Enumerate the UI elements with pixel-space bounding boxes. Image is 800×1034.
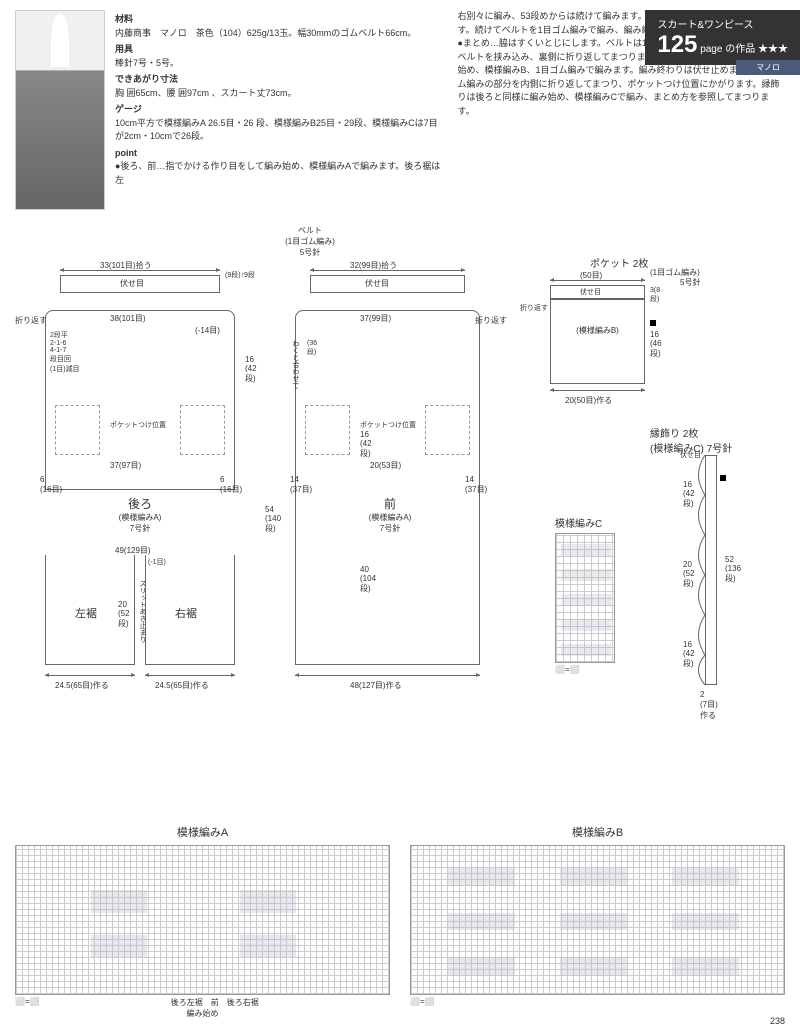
pocket-needle: 5号針	[680, 277, 700, 288]
right-hem-label: 右裾	[175, 605, 197, 621]
h52-136: 52 (136 段)	[725, 555, 741, 584]
cast-back-r	[145, 675, 235, 676]
point-body: ●後ろ、前…指でかける作り目をして編み始め、模様編みAで編みます。後ろ裾は左	[115, 160, 443, 187]
h9-label: (9段)↑9段	[225, 270, 255, 280]
shaping-1: 2段平 2-1-6 4-1-7 段目回 (1目)減目	[50, 330, 80, 374]
orikaesu-1: 折り返す	[15, 315, 47, 326]
size-heading: できあがり寸法	[115, 73, 443, 87]
h16-42-f: 16 (42 段)	[360, 430, 372, 459]
h3-8: 3(8 段)	[650, 287, 660, 304]
h20-52: 20 (52 段)	[118, 600, 130, 629]
black-sq-1	[650, 320, 656, 326]
stitch-charts: 模様編みA ⬜=⬜ 後ろ左裾 前 後ろ右裾 編み始め 模様編みB ⬜=⬜	[15, 824, 785, 1014]
pocket-pos-1	[55, 405, 100, 455]
front-body	[295, 310, 480, 665]
h54-140: 54 (140 段)	[265, 505, 281, 534]
materials-body: 内藤商事 マノロ 茶色（104）625g/13玉。幅30mmのゴムベルト66cm…	[115, 27, 443, 41]
pocket-w: (50目)	[580, 270, 602, 281]
pocket-pos-label: ポケットつけ位置	[110, 420, 166, 430]
minus1: (-1目)	[148, 557, 166, 567]
point-heading: point	[115, 147, 443, 161]
pattern-c-title: 模様編みC	[555, 515, 615, 530]
garment-photo	[15, 10, 105, 210]
pocket-w2: 20(50目)作る	[565, 395, 612, 406]
back-belt-w-label: 33(101目)拾う	[100, 260, 152, 271]
front-label: 前(模様編みA)7号針	[350, 495, 430, 534]
pocket-pos-label-2: ポケットつけ位置	[360, 420, 416, 430]
front-belt-w-label: 32(99目)拾う	[350, 260, 397, 271]
materials-heading: 材料	[115, 13, 443, 27]
minus14-1: (-14目)	[195, 325, 220, 336]
h14-r: 14 (37目)	[465, 475, 487, 495]
fuseme-1: 伏せ目	[120, 278, 144, 289]
gauge-body: 10cm平方で模様編みA 26.5目・26 段、模様編みB25目・29段、模様編…	[115, 117, 443, 144]
h40-104: 40 (104 段)	[360, 565, 376, 594]
pocket-pattern: (模様編みB)	[560, 325, 635, 336]
h49: 49(129目)	[115, 545, 151, 556]
front-w2: 37(99目)	[360, 313, 391, 324]
h2-7: 2 (7目) 作る	[700, 690, 718, 721]
col-1: 材料 内藤商事 マノロ 茶色（104）625g/13玉。幅30mmのゴムベルト6…	[115, 10, 443, 210]
chart-a: 模様編みA ⬜=⬜ 後ろ左裾 前 後ろ右裾 編み始め	[15, 824, 390, 1014]
cast-back-l-label: 24.5(65目)作る	[55, 680, 109, 691]
subbadge: マノロ	[736, 60, 800, 75]
pocket-w2-arrow	[550, 390, 645, 391]
category-badge: スカート&ワンピース 125 page の作品 ★★★	[645, 10, 800, 65]
size-body: 胸 囲65cm、腰 囲97cm 、スカート丈73cm。	[115, 87, 443, 101]
cast-back-r-label: 24.5(65目)作る	[155, 680, 209, 691]
h16-46: 16 (46 段)	[650, 330, 662, 359]
pocket-pos-4	[425, 405, 470, 455]
edging-scallop	[692, 455, 705, 685]
pocket-title: ポケット 2枚	[590, 255, 648, 270]
tools-heading: 用具	[115, 43, 443, 57]
back-w3: 37(97目)	[110, 460, 141, 471]
cast-back-l	[45, 675, 135, 676]
edging-box	[705, 455, 717, 685]
fuseme-2: 伏せ目	[365, 278, 389, 289]
h36: (36 段)	[307, 340, 317, 357]
cast-front-label: 48(127目)作る	[350, 680, 402, 691]
chart-b-grid	[410, 845, 785, 995]
slit-label: スリットあき止まり	[137, 580, 147, 643]
chart-b: 模様編みB ⬜=⬜	[410, 824, 785, 1014]
h16-42-back: 16 (42 段)	[245, 355, 257, 384]
black-sq-2	[720, 475, 726, 481]
gauge-heading: ゲージ	[115, 103, 443, 117]
orikaesu-2: 折り返す	[475, 315, 507, 326]
chart-b-title: 模様編みB	[410, 824, 785, 840]
back-w2: 38(101目)	[110, 313, 146, 324]
front-w3: 20(53目)	[370, 460, 401, 471]
pocket-body	[550, 299, 645, 384]
belt-label: ベルト(1目ゴム編み)5号針	[270, 225, 350, 258]
pocket-pos-2	[180, 405, 225, 455]
page-number: 238	[770, 1016, 785, 1026]
pocket-pos-3	[305, 405, 350, 455]
tools-body: 棒針7号・5号。	[115, 57, 443, 71]
badge-category: スカート&ワンピース	[657, 16, 788, 31]
left-hem-label: 左裾	[75, 605, 97, 621]
fuseme-3: 伏せ目	[580, 287, 601, 297]
chart-a-title: 模様編みA	[15, 824, 390, 840]
h6-r: 6 (16目)	[220, 475, 242, 495]
h6-l: 6 (16目)	[40, 475, 62, 495]
schematic-diagrams: ベルト(1目ゴム編み)5号針 33(101目)拾う 伏せ目 (9段)↑9段 32…	[0, 225, 800, 755]
chart-a-grid	[15, 845, 390, 995]
back-label: 後ろ(模様編みA)7号針	[100, 495, 180, 534]
h14-l: 14 (37目)	[290, 475, 312, 495]
pattern-c-chart: 模様編みC ⬜=⬜	[555, 515, 615, 674]
badge-page-text: page の作品 ★★★	[700, 44, 788, 55]
badge-row: 125 page の作品 ★★★	[657, 31, 788, 59]
badge-number: 125	[657, 31, 697, 58]
cast-front	[295, 675, 480, 676]
waku-label: わくと合わせて	[290, 340, 300, 389]
orikaesu-3: 折り返す	[520, 303, 548, 313]
